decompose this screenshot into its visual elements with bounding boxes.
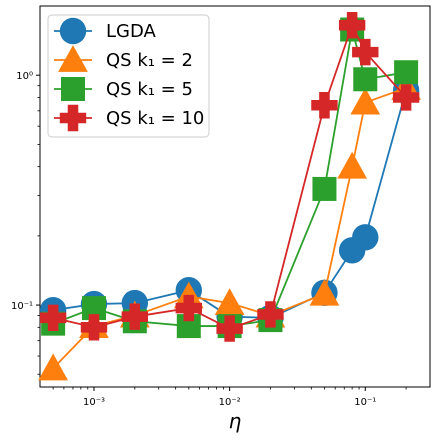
axes-frame [39, 5, 431, 388]
y-tick-label: 10⁰ [16, 71, 33, 82]
data-point [350, 87, 381, 115]
series-1 [52, 87, 407, 370]
x-tick-label: 10⁻³ [83, 397, 105, 408]
x-tick-label: 10⁻² [219, 397, 241, 408]
data-point [392, 84, 420, 111]
legend-marker [59, 104, 87, 132]
data-point [309, 278, 340, 306]
data-point [175, 294, 202, 322]
data-point [216, 315, 243, 342]
data-point [338, 12, 366, 39]
series-3 [52, 22, 407, 330]
legend-box [47, 14, 210, 138]
series-line [52, 22, 407, 330]
legend-marker [58, 45, 88, 72]
data-point [337, 151, 368, 179]
legend-label: QS k₁ = 5 [106, 79, 193, 100]
data-point [214, 288, 245, 315]
data-point [257, 301, 284, 328]
data-point [352, 224, 379, 251]
data-point [121, 303, 149, 330]
data-point [39, 304, 67, 332]
data-point [353, 67, 378, 92]
series-line [52, 87, 407, 370]
legend-label: LGDA [106, 21, 157, 42]
data-point [352, 38, 379, 66]
x-tick-label: 10⁻¹ [354, 397, 376, 408]
data-point [38, 353, 69, 381]
data-point [311, 92, 338, 119]
y-tick-label: 10⁻¹ [11, 301, 33, 312]
data-point [312, 176, 337, 201]
legend-label: QS k₁ = 10 [106, 108, 204, 129]
legend-marker [61, 77, 85, 101]
legend: LGDA QS k₁ = 2 QS k₁ = 5 QS k₁ = 10 [47, 14, 210, 138]
legend-label: QS k₁ = 2 [106, 50, 193, 71]
legend-marker [59, 17, 87, 45]
data-point [80, 314, 108, 341]
x-axis-label: η [229, 409, 242, 433]
data-point [394, 60, 419, 85]
